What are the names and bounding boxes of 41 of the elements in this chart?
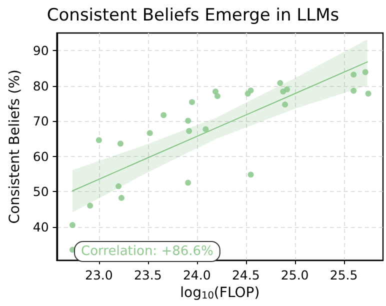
point (214, 93, 220, 100)
point (365, 90, 372, 97)
x-tick-label: 24.5 (232, 267, 260, 282)
y-tick-label: 70 (32, 114, 49, 129)
point (362, 69, 368, 76)
line-series (72, 61, 368, 192)
y-axis-title: Consistent Beliefs (%) (7, 70, 23, 224)
x-tick-label: 23.5 (134, 267, 162, 282)
point (248, 172, 254, 178)
y-tick-label: 40 (32, 219, 49, 234)
x-tick-label: 25.5 (330, 267, 358, 282)
y-tick-label: 50 (32, 184, 49, 200)
point (284, 86, 290, 92)
point (116, 183, 122, 190)
point (185, 180, 192, 186)
annotation: Correlation: +86.6% (81, 244, 214, 259)
point (282, 102, 288, 108)
x-tick-label: 24.0 (182, 267, 211, 282)
point (212, 88, 218, 94)
point (350, 88, 357, 94)
point (96, 137, 102, 144)
point (186, 128, 192, 134)
point (185, 118, 192, 124)
point (69, 222, 76, 228)
point (87, 202, 94, 209)
point (117, 140, 124, 147)
point (202, 126, 209, 132)
y-tick-label: 80 (32, 78, 49, 94)
chart-title: Consistent Beliefs Emerge in LLMs (46, 6, 340, 26)
x-tick-label: 23.0 (85, 267, 113, 282)
x-tick-label: 25.0 (280, 267, 309, 282)
point (160, 112, 167, 118)
point (188, 99, 195, 106)
y-tick-label: 90 (32, 43, 49, 58)
point (248, 87, 254, 94)
point (118, 194, 124, 201)
point (146, 130, 153, 136)
x-axis-title: log10(FLOP) (180, 285, 260, 302)
point (350, 72, 357, 78)
y-tick-label: 60 (32, 148, 49, 164)
point (277, 80, 284, 86)
